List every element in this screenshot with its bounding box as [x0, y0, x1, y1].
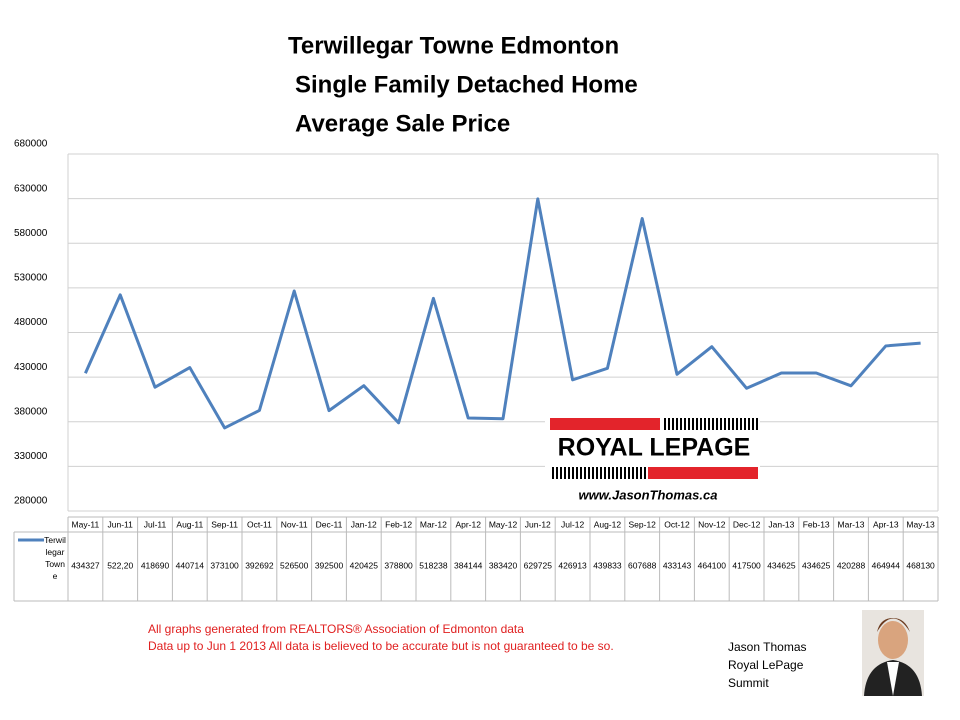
x-tick-label: Aug-11	[176, 519, 203, 529]
table-value: 434327	[71, 560, 100, 570]
x-tick-label: Oct-12	[664, 519, 690, 529]
table-value: 426913	[558, 560, 587, 570]
y-tick-label: 330000	[14, 451, 48, 462]
table-value: 384144	[454, 560, 483, 570]
signature: Royal LePage	[728, 658, 804, 672]
x-tick-label: May-11	[72, 519, 100, 529]
table-value: 378800	[384, 560, 413, 570]
signature: Summit	[728, 676, 769, 690]
note: Data up to Jun 1 2013 All data is believ…	[148, 639, 614, 653]
table-value: 420288	[837, 560, 866, 570]
x-tick-label: Mar-13	[838, 519, 865, 529]
x-tick-label: Jun-12	[525, 519, 551, 529]
x-tick-label: Nov-12	[698, 519, 726, 529]
legend-label: Terwillegar Towne	[44, 535, 66, 581]
table-value: 434625	[767, 560, 796, 570]
x-tick-label: Mar-12	[420, 519, 447, 529]
x-tick-label: Jan-13	[768, 519, 794, 529]
x-tick-label: Apr-12	[455, 519, 481, 529]
table-value: 418690	[141, 560, 170, 570]
logo: ROYAL LEPAGE www.JasonThomas.ca	[545, 415, 760, 510]
photo	[862, 610, 924, 696]
logo-bg	[545, 415, 760, 510]
title-line: Average Sale Price	[295, 110, 510, 137]
table-value: 434625	[802, 560, 831, 570]
x-tick-label: Nov-11	[281, 519, 308, 529]
x-tick-label: Oct-11	[247, 519, 272, 529]
logo-bar	[648, 467, 758, 479]
logo-stripes	[662, 418, 758, 430]
table-value: 417500	[732, 560, 761, 570]
table-value: 522,20	[107, 560, 133, 570]
y-tick-label: 430000	[14, 362, 48, 373]
logo-url: www.JasonThomas.ca	[579, 487, 718, 502]
x-tick-label: Feb-13	[803, 519, 830, 529]
y-tick-label: 480000	[14, 317, 48, 328]
x-tick-label: Aug-12	[594, 519, 622, 529]
logo-stripes	[550, 467, 646, 479]
table-value: 433143	[663, 560, 692, 570]
y-tick-label: 380000	[14, 406, 48, 417]
x-tick-label: Jan-12	[351, 519, 377, 529]
logo-bar	[550, 418, 660, 430]
table-value: 420425	[350, 560, 379, 570]
x-tick-label: Jun-11	[108, 519, 134, 529]
x-tick-label: Apr-13	[873, 519, 899, 529]
table-value: 440714	[176, 560, 205, 570]
x-tick-label: Feb-12	[385, 519, 412, 529]
table-value: 526500	[280, 560, 309, 570]
table-value: 392500	[315, 560, 344, 570]
x-tick-label: May-12	[489, 519, 518, 529]
signature: Jason Thomas	[728, 640, 807, 654]
photo-shirt	[887, 662, 899, 696]
x-tick-label: Dec-11	[316, 519, 343, 529]
x-tick-label: Jul-12	[561, 519, 584, 529]
x-tick-label: May-13	[906, 519, 935, 529]
table-value: 464944	[872, 560, 901, 570]
x-tick-label: Sep-11	[211, 519, 238, 529]
legend-fo: Terwillegar Towne	[44, 535, 66, 581]
table-value: 607688	[628, 560, 657, 570]
series-line	[84, 197, 921, 430]
table-value: 373100	[210, 560, 239, 570]
table-value: 392692	[245, 560, 274, 570]
x-tick-label: Dec-12	[733, 519, 761, 529]
table-value: 468130	[906, 560, 935, 570]
x-tick-label: Jul-11	[144, 519, 167, 529]
y-tick-label: 580000	[14, 228, 48, 239]
title-line: Terwillegar Towne Edmonton	[288, 32, 619, 59]
photo-hair	[877, 618, 910, 632]
table-value: 518238	[419, 560, 448, 570]
table-value: 464100	[698, 560, 727, 570]
table-value: 629725	[524, 560, 553, 570]
y-tick-label: 630000	[14, 183, 48, 194]
table-value: 383420	[489, 560, 518, 570]
title-line: Single Family Detached Home	[295, 71, 638, 98]
y-tick-label: 680000	[14, 139, 48, 150]
y-tick-label: 530000	[14, 273, 48, 284]
logo-name: ROYAL LEPAGE	[558, 434, 751, 462]
x-tick-label: Sep-12	[628, 519, 656, 529]
photo-face	[878, 621, 908, 659]
y-tick-label: 280000	[14, 496, 48, 507]
table-value: 439833	[593, 560, 622, 570]
note: All graphs generated from REALTORS® Asso…	[148, 622, 524, 636]
